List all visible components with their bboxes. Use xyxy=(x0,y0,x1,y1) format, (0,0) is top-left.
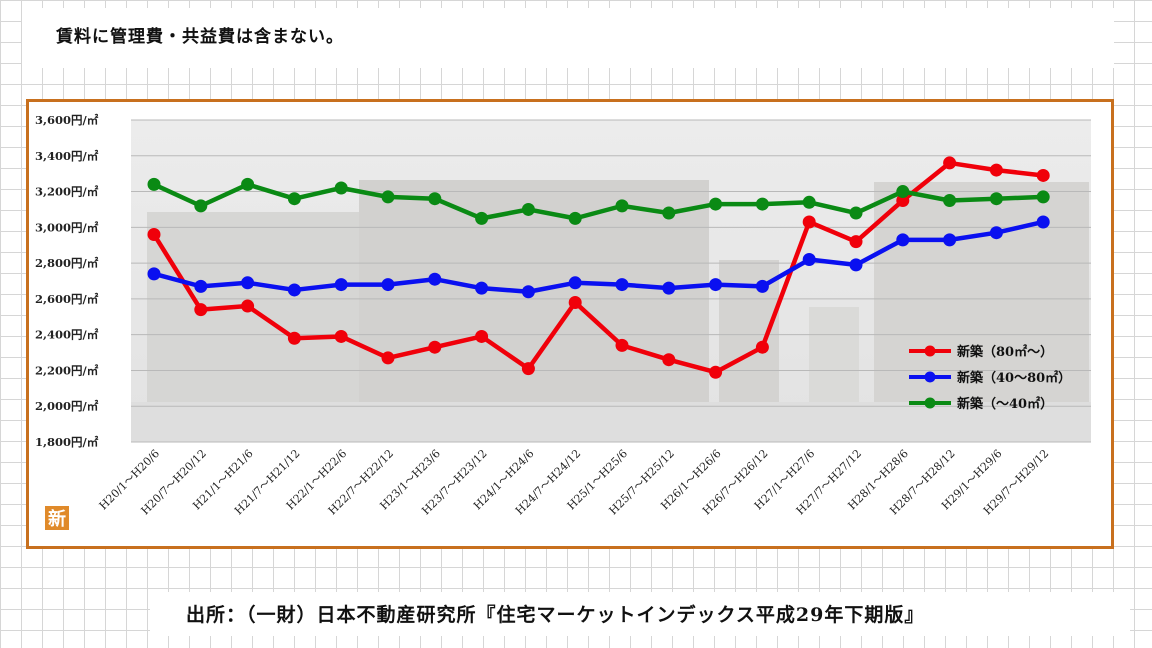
series-line-0 xyxy=(152,160,1044,375)
legend-label: 新築（～40㎡） xyxy=(957,396,1053,412)
data-point xyxy=(147,177,161,191)
data-point xyxy=(521,362,535,376)
data-point xyxy=(381,190,395,204)
data-point xyxy=(334,181,348,195)
data-point xyxy=(241,177,255,191)
line-chart: 1,800円/㎡ 2,000円/㎡ 2,200円/㎡ 2,400円/㎡ 2,600円/㎡… xyxy=(35,113,1091,530)
y-axis-labels: 1,800円/㎡ 2,000円/㎡ 2,200円/㎡ 2,400円/㎡ 2,600円/㎡… xyxy=(35,113,99,449)
data-point xyxy=(475,211,489,225)
data-point xyxy=(241,299,255,313)
y-tick-label: 2,600円/㎡ xyxy=(35,292,99,306)
data-point xyxy=(568,295,582,309)
y-tick-label: 1,800円/㎡ xyxy=(35,435,99,449)
data-point xyxy=(896,194,910,207)
data-point xyxy=(147,227,161,241)
series-layer xyxy=(147,156,1050,379)
data-point xyxy=(802,195,816,209)
data-point xyxy=(287,331,301,345)
data-point xyxy=(989,226,1003,240)
data-point xyxy=(475,281,489,295)
data-point xyxy=(802,253,816,267)
footer-band xyxy=(150,592,1130,636)
data-point xyxy=(709,278,723,292)
y-tick-label: 3,400円/㎡ xyxy=(35,149,99,163)
data-point xyxy=(943,233,957,247)
data-point xyxy=(381,278,395,292)
series-line-2 xyxy=(153,182,1044,221)
data-point xyxy=(755,340,769,354)
legend-marker xyxy=(924,371,936,383)
data-point xyxy=(334,278,348,292)
y-tick-label: 3,000円/㎡ xyxy=(35,220,99,234)
data-point xyxy=(521,202,535,216)
data-point xyxy=(287,283,301,297)
data-point xyxy=(147,267,161,281)
y-tick-label: 2,200円/㎡ xyxy=(35,363,99,377)
data-point xyxy=(428,192,442,206)
data-point xyxy=(568,276,582,290)
legend: 新築（80㎡～） 新築（40～80㎡） 新築（～40㎡） xyxy=(909,344,1071,412)
header-band xyxy=(22,8,1114,68)
data-point xyxy=(849,235,863,249)
data-point xyxy=(709,197,723,211)
data-point xyxy=(615,199,629,213)
data-point xyxy=(896,233,910,247)
rent-note: 賃料に管理費・共益費は含まない。 xyxy=(56,27,344,47)
data-point xyxy=(989,192,1003,206)
y-tick-label: 3,600円/㎡ xyxy=(35,113,99,127)
y-tick-label: 2,000円/㎡ xyxy=(35,399,99,413)
y-tick-label: 2,800円/㎡ xyxy=(35,256,99,270)
data-point xyxy=(194,303,208,317)
data-point xyxy=(568,211,582,225)
data-point xyxy=(709,365,723,379)
data-point xyxy=(287,192,301,206)
data-point xyxy=(241,276,255,290)
data-point xyxy=(334,329,348,343)
data-point xyxy=(943,156,957,170)
data-point xyxy=(1036,215,1050,229)
y-tick-label: 2,400円/㎡ xyxy=(35,328,99,342)
legend-marker xyxy=(924,397,936,409)
data-point xyxy=(381,351,395,365)
data-point xyxy=(615,278,629,292)
data-point xyxy=(1036,168,1050,182)
data-point xyxy=(989,163,1003,177)
data-point xyxy=(755,197,769,211)
logo: 新 xyxy=(45,506,69,530)
data-point xyxy=(475,329,489,343)
data-point xyxy=(896,185,910,199)
grid-lines xyxy=(131,119,1091,443)
x-axis-labels: H20/1～H20/6H20/7～H20/12H21/1～H21/6H21/7～… xyxy=(97,447,1052,517)
data-point xyxy=(755,279,769,293)
data-point xyxy=(428,272,442,286)
legend-label: 新築（80㎡～） xyxy=(957,344,1053,360)
data-point xyxy=(849,258,863,272)
logo-text: 新 xyxy=(48,508,66,530)
data-point xyxy=(428,340,442,354)
data-point xyxy=(802,215,816,229)
series-line-1 xyxy=(153,219,1044,294)
source-credit: 出所：（一財）日本不動産研究所『住宅マーケットインデックス平成29年下期版』 xyxy=(186,604,925,626)
data-point xyxy=(849,206,863,220)
data-point xyxy=(662,206,676,220)
data-point xyxy=(194,279,208,293)
data-point xyxy=(194,199,208,213)
data-point xyxy=(1036,190,1050,204)
y-tick-label: 3,200円/㎡ xyxy=(35,185,99,199)
data-point xyxy=(943,194,957,207)
chart-frame: 1,800円/㎡ 2,000円/㎡ 2,200円/㎡ 2,400円/㎡ 2,600円/㎡… xyxy=(26,99,1114,549)
data-point xyxy=(521,285,535,299)
plot-background xyxy=(131,120,1091,442)
data-point xyxy=(615,338,629,352)
legend-marker xyxy=(924,345,936,357)
data-point xyxy=(662,353,676,367)
data-point xyxy=(662,281,676,295)
legend-label: 新築（40～80㎡） xyxy=(957,370,1071,386)
